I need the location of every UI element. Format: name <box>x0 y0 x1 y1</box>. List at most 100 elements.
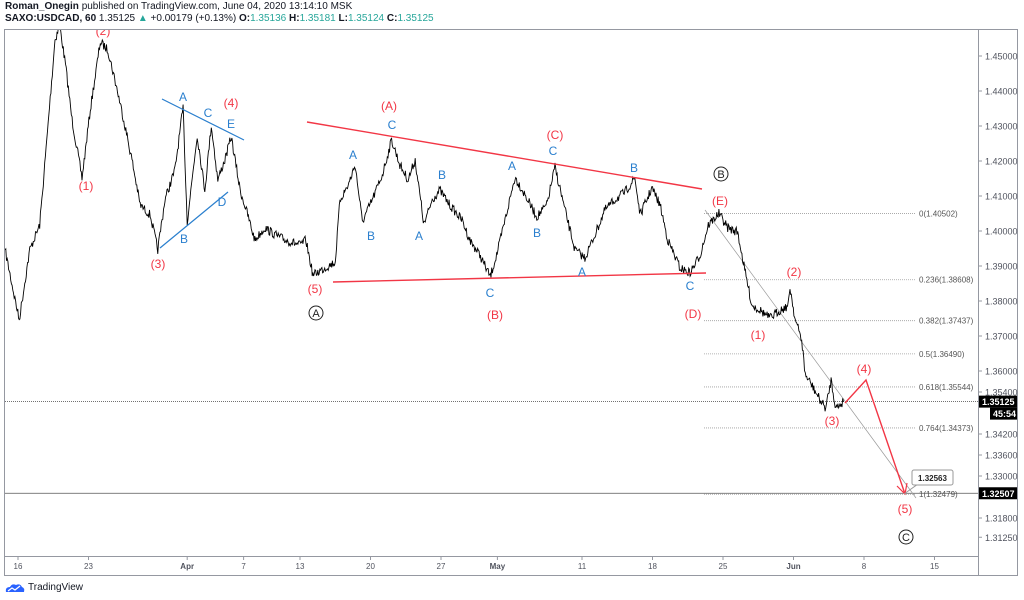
price-tag-label: 45:54 <box>993 409 1016 419</box>
price-tick-label: 1.43000 <box>985 122 1018 132</box>
publish-line: Roman_Onegin published on TradingView.co… <box>5 1 352 12</box>
fib-level-label: 0(1.40502) <box>919 209 958 218</box>
price-tick-label: 1.33600 <box>985 451 1018 461</box>
price-tick-label: 1.35400 <box>985 388 1018 398</box>
fib-level-label: 0.5(1.36490) <box>919 350 965 359</box>
time-tick-label: Jun <box>786 562 800 571</box>
price-tick-label: 1.42000 <box>985 157 1018 167</box>
callout-label: 1.32563 <box>918 474 947 483</box>
wave-circle-icon <box>713 166 729 182</box>
triangle-trendline <box>306 121 703 190</box>
time-tick-label: 7 <box>241 562 246 571</box>
price-tag-label: 1.35125 <box>982 397 1015 407</box>
wave-label-blue: C <box>486 286 495 300</box>
wave-label-red: (4) <box>857 362 872 376</box>
arrow-head-icon <box>896 482 908 496</box>
price-tag <box>979 487 1017 500</box>
symbol-legend: SAXO:USDCAD, 60 1.35125 ▲ +0.00179 (+0.1… <box>5 13 434 24</box>
fib-level-label: 0.236(1.38608) <box>919 276 974 285</box>
wave-label-red: (B) <box>487 308 503 322</box>
triangle-up-icon: ▲ <box>137 13 148 24</box>
time-tick-label: 27 <box>437 562 446 571</box>
fib-trend-line <box>704 209 917 499</box>
price-axis[interactable]: 1.45000 1.44000 1.43000 1.42000 1.41000 1.400… <box>978 52 1018 543</box>
wave-label-red: (2) <box>787 265 802 279</box>
symbol-title: SAXO:USDCAD, 60 <box>5 13 97 24</box>
time-tick-label: 16 <box>14 562 23 571</box>
price-tick-label: 1.36000 <box>985 367 1018 377</box>
wave-label-red: (3) <box>825 414 840 428</box>
wave-label-blue: A <box>349 148 357 162</box>
triangle-trendline <box>159 191 229 249</box>
wave-label-blue: B <box>367 229 375 243</box>
time-tick-label: 8 <box>862 562 867 571</box>
time-axis[interactable]: 16 23 Apr 7 13 20 27 May 11 18 25 Jun 8 15 <box>14 556 940 571</box>
time-tick-label: 18 <box>648 562 657 571</box>
price-tick-label: 1.33000 <box>985 472 1018 482</box>
price-tag-label: 1.32507 <box>982 489 1015 499</box>
tradingview-logo[interactable]: TradingView <box>5 582 83 593</box>
low-value: 1.35124 <box>347 13 385 24</box>
wave-label-blue: E <box>227 117 235 131</box>
wave-label-circled: B <box>717 169 724 181</box>
price-tick-label: 1.39000 <box>985 262 1018 272</box>
wave-label-red: (A) <box>381 99 397 113</box>
time-tick-label: Apr <box>180 562 194 571</box>
time-tick-label: 11 <box>578 562 587 571</box>
wave-label-blue: B <box>533 226 541 240</box>
publish-info: published on TradingView.com, June 04, 2… <box>81 1 353 12</box>
time-tick-label: May <box>490 562 506 571</box>
wave-label-circled: C <box>902 532 910 544</box>
wave-label-blue: A <box>508 159 516 173</box>
wave-label-red: (5) <box>898 502 913 516</box>
open-value: 1.35136 <box>250 13 287 24</box>
chart-frame <box>4 29 1018 576</box>
time-tick-label: 13 <box>296 562 305 571</box>
wave-label-red: (2) <box>96 24 111 38</box>
wave-label-blue: B <box>180 232 188 246</box>
price-series-line <box>5 30 844 412</box>
triangle-trendline <box>332 272 707 283</box>
price-tick-label: 1.44000 <box>985 87 1018 97</box>
wave-label-circled: A <box>312 308 320 320</box>
fib-level-label: 0.764(1.34373) <box>919 424 974 433</box>
author-name[interactable]: Roman_Onegin <box>5 1 79 12</box>
wave-circle-icon <box>308 305 324 321</box>
wave-label-red: (3) <box>151 257 166 271</box>
last-price: 1.35125 <box>98 13 136 24</box>
price-tick-label: 1.45000 <box>985 52 1018 62</box>
wave-label-red: (5) <box>308 282 323 296</box>
price-tag <box>979 395 1017 408</box>
price-change: +0.00179 (+0.13%) <box>150 13 237 24</box>
wave-label-blue: C <box>204 106 213 120</box>
time-tick-label: 25 <box>719 562 728 571</box>
time-tick-label: 15 <box>930 562 939 571</box>
wave-label-red: (D) <box>685 307 702 321</box>
price-tags: 1.35125 45:54 1.32507 <box>979 395 1017 500</box>
wave-circle-icon <box>898 529 914 545</box>
wave-label-red: (C) <box>547 128 564 142</box>
plot-area: 0(1.40502) 0.236(1.38608) 0.382(1.37437) 0.… <box>5 24 978 545</box>
wave-label-red: (4) <box>224 96 239 110</box>
price-tick-label: 1.41000 <box>985 192 1018 202</box>
wave-label-blue: C <box>388 118 397 132</box>
high-value: 1.35181 <box>299 13 336 24</box>
wave-label-red: (1) <box>79 179 94 193</box>
fib-level-label: 0.382(1.37437) <box>919 317 974 326</box>
price-tick-label: 1.31800 <box>985 514 1018 524</box>
price-tick-label: 1.40000 <box>985 227 1018 237</box>
time-tick-label: 23 <box>84 562 93 571</box>
projection-path <box>844 378 906 495</box>
price-tick-label: 1.34200 <box>985 430 1018 440</box>
open-label: O: <box>238 13 251 24</box>
wave-label-blue: B <box>630 161 638 175</box>
price-tick-label: 1.37000 <box>985 332 1018 342</box>
wave-label-blue: D <box>218 195 227 209</box>
close-label: C: <box>386 13 398 24</box>
wave-label-blue: B <box>438 168 446 182</box>
triangle-trendline <box>161 98 245 141</box>
wave-label-blue: A <box>415 229 423 243</box>
tradingview-cloud-icon <box>5 584 25 592</box>
wave-label-blue: A <box>179 90 187 104</box>
